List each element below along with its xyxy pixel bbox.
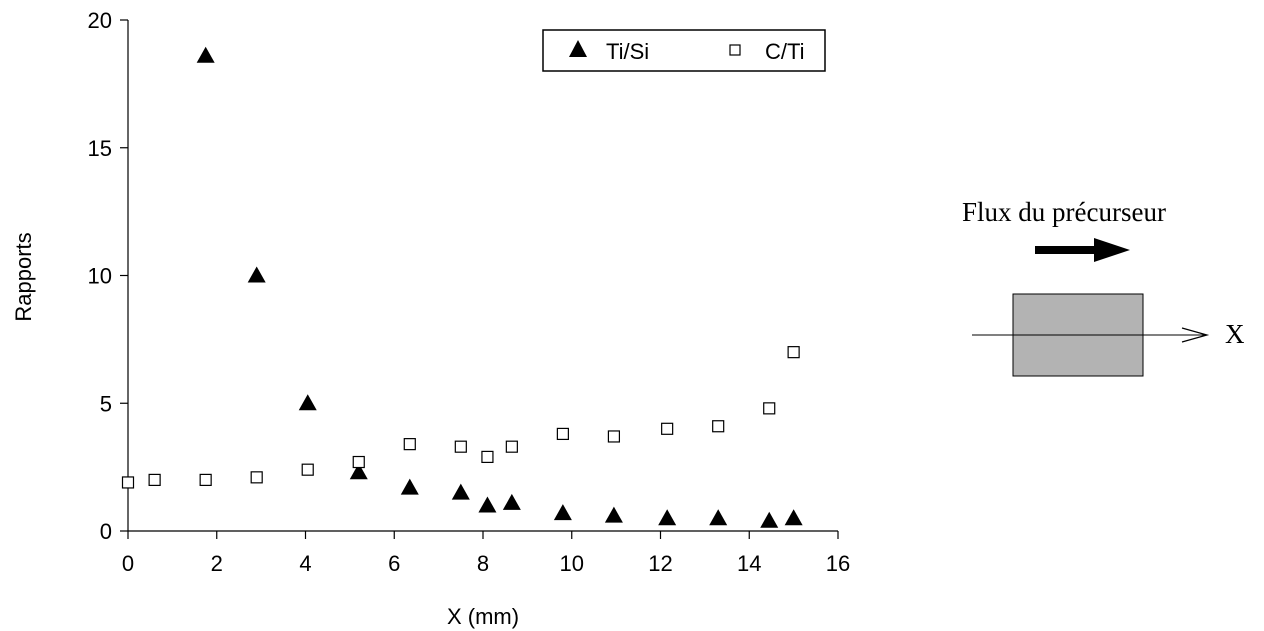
point-ti-si	[553, 504, 572, 521]
axis-label-x: X	[1225, 319, 1245, 349]
point-ti-si	[604, 506, 623, 523]
x-tick-label: 0	[122, 551, 134, 576]
point-c-ti	[148, 473, 161, 486]
point-ti-si	[298, 394, 317, 411]
legend-box	[542, 29, 826, 72]
point-c-ti	[763, 402, 776, 415]
y-axis-ticks: 0 5 10 15 20	[88, 8, 128, 544]
point-ti-si	[478, 496, 497, 513]
point-c-ti	[481, 450, 494, 464]
point-ti-si	[784, 509, 803, 526]
x-axis-title: X (mm)	[447, 604, 519, 629]
x-tick-label: 2	[211, 551, 223, 576]
point-ti-si	[247, 266, 266, 283]
y-tick-label: 20	[88, 8, 112, 33]
x-tick-label: 6	[388, 551, 400, 576]
x-tick-label: 16	[826, 551, 850, 576]
reactor-schematic: Flux du précurseur X	[962, 197, 1245, 377]
point-c-ti	[712, 420, 725, 433]
point-c-ti	[661, 422, 674, 435]
point-c-ti	[121, 476, 135, 489]
x-axis-ticks: 0 2 4 6 8 10 12 14 16	[122, 531, 850, 576]
point-c-ti	[301, 463, 314, 476]
point-c-ti	[607, 430, 621, 443]
legend: Ti/Si C/Ti	[542, 29, 826, 72]
x-tick-label: 14	[737, 551, 761, 576]
point-c-ti	[454, 440, 467, 453]
point-ti-si	[709, 509, 728, 526]
point-c-ti	[787, 346, 800, 359]
point-ti-si	[196, 46, 215, 63]
point-c-ti	[556, 427, 569, 441]
y-axis-title: Rapports	[11, 232, 36, 321]
point-ti-si	[349, 463, 368, 480]
point-c-ti	[199, 473, 212, 486]
x-tick-label: 12	[648, 551, 672, 576]
x-tick-label: 4	[299, 551, 311, 576]
legend-marker-ti-si	[569, 40, 587, 57]
legend-label-c-ti: C/Ti	[765, 39, 805, 64]
point-ti-si	[760, 511, 779, 528]
point-c-ti	[403, 438, 416, 451]
y-tick-label: 5	[100, 391, 112, 416]
x-tick-label: 8	[477, 551, 489, 576]
legend-marker-c-ti	[729, 44, 741, 56]
point-ti-si	[400, 478, 419, 495]
legend-label-ti-si: Ti/Si	[606, 39, 649, 64]
y-tick-label: 15	[88, 136, 112, 161]
point-ti-si	[502, 493, 521, 510]
data-marks	[121, 46, 803, 528]
flow-arrow-icon	[1094, 238, 1130, 262]
axis-arrow-icon	[1181, 327, 1210, 343]
point-ti-si	[658, 509, 677, 526]
point-c-ti	[250, 471, 263, 484]
y-tick-label: 0	[100, 519, 112, 544]
point-c-ti	[352, 455, 365, 469]
point-c-ti	[505, 440, 518, 453]
y-tick-label: 10	[88, 264, 112, 289]
x-tick-label: 10	[560, 551, 584, 576]
flow-label: Flux du précurseur	[962, 197, 1166, 227]
point-ti-si	[451, 483, 470, 500]
